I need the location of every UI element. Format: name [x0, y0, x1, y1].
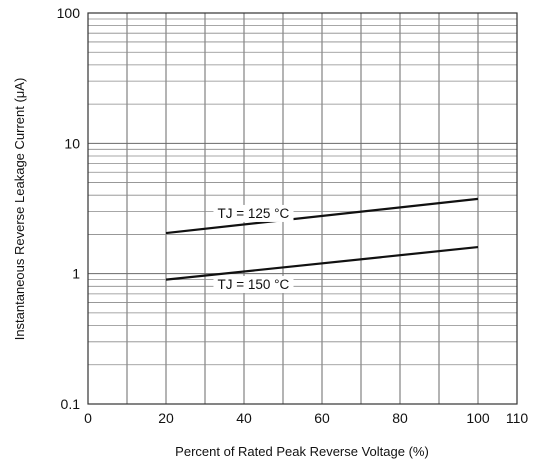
x-tick-label: 60 — [314, 410, 330, 426]
series-line — [165, 197, 479, 235]
tick-labels: 0 20 40 60 80 100 110 100 10 1 0.1 — [57, 5, 529, 426]
x-axis-title: Percent of Rated Peak Reverse Voltage (%… — [175, 444, 429, 459]
x-tick-label: 0 — [84, 410, 92, 426]
series-group — [165, 197, 479, 281]
series-line — [165, 245, 479, 281]
x-tick-label: 100 — [466, 410, 490, 426]
y-axis-title: Instantaneous Reverse Leakage Current (μ… — [12, 78, 27, 341]
annotations: TJ = 125 °C TJ = 150 °C — [213, 204, 294, 294]
series-label-background — [213, 204, 294, 222]
y-tick-label: 100 — [57, 5, 81, 21]
series-label: TJ = 125 °C — [217, 206, 289, 221]
y-tick-label: 10 — [64, 135, 80, 151]
series-label: TJ = 150 °C — [217, 277, 289, 292]
series-label-background — [213, 276, 294, 294]
grid — [88, 13, 517, 404]
x-tick-label: 80 — [392, 410, 408, 426]
y-tick-label: 1 — [72, 266, 80, 282]
x-tick-label: 20 — [158, 410, 174, 426]
x-tick-label: 110 — [506, 410, 529, 426]
plot-frame — [87, 12, 518, 405]
x-tick-label: 40 — [236, 410, 252, 426]
y-tick-label: 0.1 — [61, 396, 81, 412]
